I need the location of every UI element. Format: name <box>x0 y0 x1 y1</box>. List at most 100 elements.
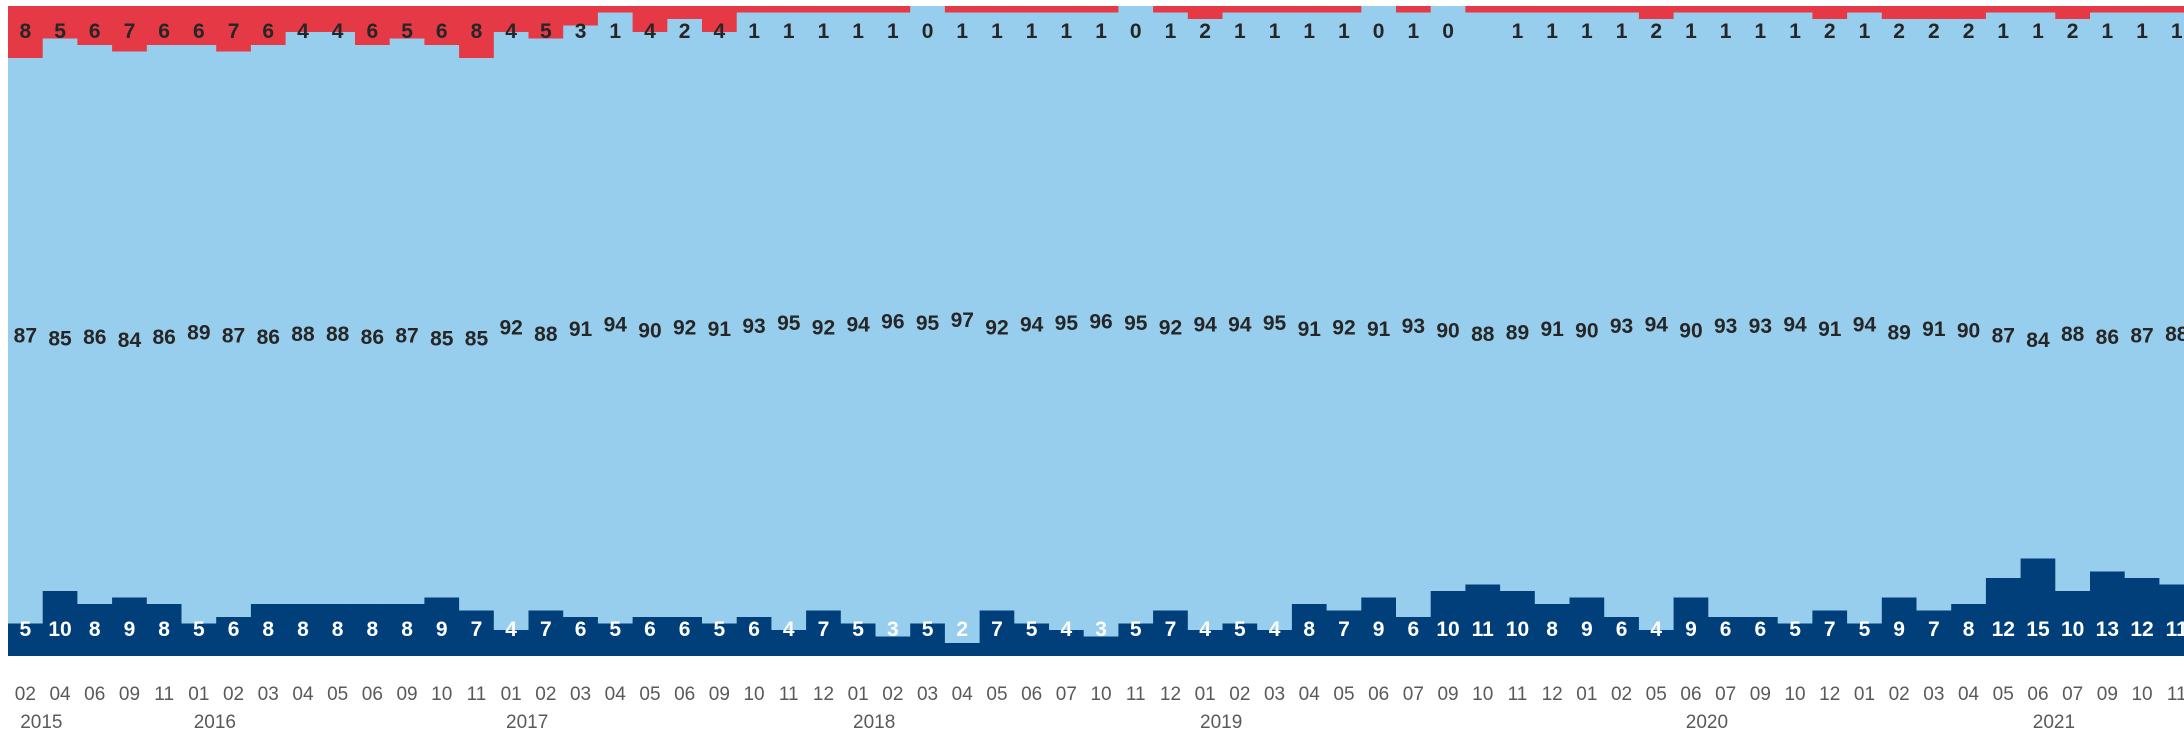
value-label-top: 6 <box>262 20 274 43</box>
value-label-bottom: 3 <box>1095 618 1107 641</box>
bar-segment-top <box>840 6 877 13</box>
bar-segment-bottom <box>1881 597 1918 656</box>
value-label-bottom: 6 <box>644 618 656 641</box>
value-label-middle: 94 <box>604 314 628 337</box>
bar-segment-bottom <box>216 617 252 656</box>
bar-segment-bottom <box>1326 610 1362 656</box>
x-tick-label: 02 <box>15 684 36 705</box>
value-label-top: 0 <box>922 20 934 43</box>
bar-segment-middle <box>8 58 44 624</box>
value-label-middle: 94 <box>1020 314 1044 337</box>
value-label-top: 1 <box>1755 20 1767 43</box>
bar-segment-top <box>2020 6 2056 13</box>
value-label-middle: 90 <box>1679 320 1702 343</box>
bar-segment-top <box>320 6 356 32</box>
value-label-top: 1 <box>1165 20 1177 43</box>
value-label-top: 2 <box>1928 20 1940 43</box>
value-label-middle: 85 <box>430 327 454 350</box>
bar-segment-middle <box>424 45 460 598</box>
bar-segment-bottom <box>1083 636 1119 656</box>
value-label-middle: 94 <box>1853 314 1877 337</box>
bar-segment-top <box>2124 6 2160 13</box>
value-label-bottom: 5 <box>20 618 32 641</box>
bar-segment-top <box>1187 6 1224 19</box>
bar-segment-top <box>1743 6 1779 13</box>
x-tick-label: 10 <box>1784 684 1805 705</box>
value-label-bottom: 6 <box>1755 618 1767 641</box>
bar-segment-bottom <box>1396 617 1432 656</box>
value-label-bottom: 8 <box>1303 618 1315 641</box>
x-tick-label: 01 <box>1576 684 1597 705</box>
value-label-middle: 88 <box>534 323 558 346</box>
x-tick-label: 03 <box>917 684 938 705</box>
bar-segment-bottom <box>1569 597 1605 656</box>
x-tick-label: 06 <box>1680 684 1701 705</box>
value-label-bottom: 12 <box>2130 618 2153 641</box>
bar-segment-middle <box>146 45 183 604</box>
bar-segment-top <box>736 6 772 13</box>
bar-segment-bottom <box>77 604 113 656</box>
bar-segment-top <box>563 6 599 26</box>
value-label-middle: 86 <box>152 326 175 349</box>
x-tick-label: 05 <box>1646 684 1667 705</box>
chart-bars <box>8 6 2184 656</box>
bar-segment-top <box>1916 6 1952 19</box>
x-tick-label: 10 <box>431 684 452 705</box>
bar-segment-bottom <box>702 623 738 656</box>
value-label-middle: 95 <box>916 312 940 335</box>
x-tick-label: 09 <box>1750 684 1771 705</box>
value-label-bottom: 8 <box>367 618 379 641</box>
value-label-middle: 91 <box>1298 318 1322 341</box>
value-label-middle: 89 <box>1887 321 1910 344</box>
bar-segment-middle <box>563 25 599 617</box>
bar-segment-middle <box>2020 12 2056 559</box>
bar-segment-middle <box>1951 19 1987 604</box>
value-label-top: 2 <box>1893 20 1905 43</box>
x-year-label: 2016 <box>194 712 236 732</box>
value-label-bottom: 9 <box>124 618 136 641</box>
value-label-middle: 92 <box>673 317 696 340</box>
value-label-middle: 92 <box>985 317 1008 340</box>
bar-segment-top <box>979 6 1015 13</box>
x-tick-label: 04 <box>952 684 974 705</box>
value-label-middle: 94 <box>1645 314 1669 337</box>
value-label-bottom: 8 <box>1546 618 1558 641</box>
bar-segment-top <box>1534 6 1571 13</box>
bar-segment-middle <box>1257 12 1293 630</box>
value-label-bottom: 10 <box>2061 618 2084 641</box>
bar-segment-bottom <box>1638 630 1675 656</box>
value-label-bottom: 5 <box>1130 618 1142 641</box>
bar-segment-bottom <box>355 604 391 656</box>
value-label-top: 2 <box>2067 20 2079 43</box>
bar-segment-top <box>424 6 460 45</box>
bar-segment-middle <box>355 45 391 604</box>
x-tick-label: 04 <box>1299 684 1321 705</box>
bar-segment-top <box>250 6 287 45</box>
x-tick-label: 06 <box>2027 684 2048 705</box>
value-label-bottom: 8 <box>262 618 274 641</box>
bar-segment-top <box>528 6 564 39</box>
bar-segment-middle <box>1396 12 1432 617</box>
x-tick-label: 12 <box>1542 684 1563 705</box>
value-label-bottom: 9 <box>1685 618 1697 641</box>
bar-segment-top <box>806 6 842 13</box>
x-tick-label: 11 <box>1508 684 1528 705</box>
bar-segment-bottom <box>493 630 530 656</box>
bar-segment-middle <box>2159 12 2184 585</box>
bar-segment-middle <box>1708 12 1744 617</box>
x-tick-label: 02 <box>882 684 903 705</box>
value-label-top: 0 <box>1130 20 1142 43</box>
bar-segment-top <box>1500 6 1536 13</box>
x-tick-label: 02 <box>1611 684 1632 705</box>
value-label-bottom: 5 <box>1234 618 1246 641</box>
bar-segment-bottom <box>1361 597 1397 656</box>
bar-segment-middle <box>1985 12 2022 578</box>
value-label-top: 1 <box>1095 20 1107 43</box>
bar-segment-bottom <box>1500 591 1536 656</box>
value-label-middle: 89 <box>1506 321 1529 344</box>
value-label-bottom: 7 <box>1165 618 1177 641</box>
bar-segment-bottom <box>1465 584 1501 656</box>
bar-segment-bottom <box>1153 610 1189 656</box>
value-label-top: 1 <box>2032 20 2044 43</box>
bar-segment-bottom <box>1534 604 1571 656</box>
